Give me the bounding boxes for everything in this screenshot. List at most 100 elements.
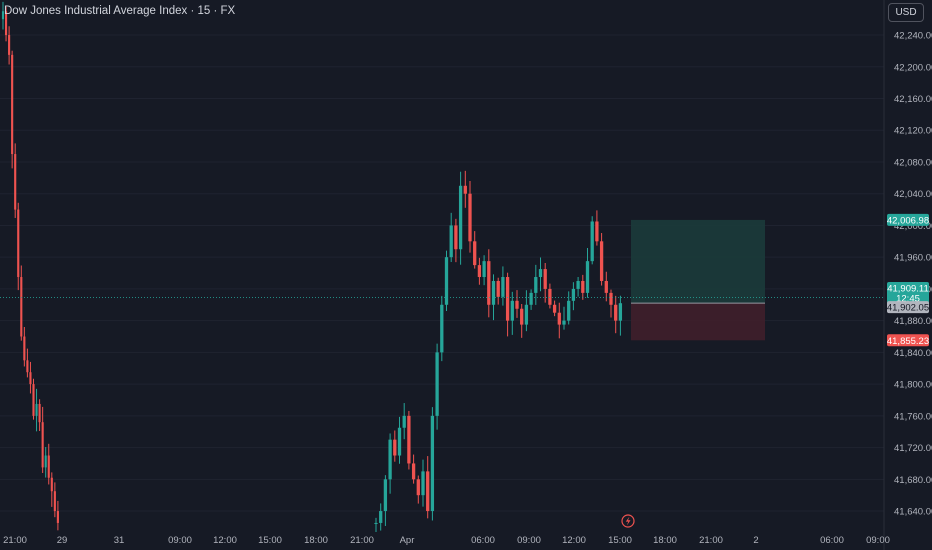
candle-body <box>29 372 32 385</box>
candle-body <box>505 277 510 321</box>
candle-body <box>571 288 576 301</box>
y-tick-label: 41,960.00 <box>894 253 932 264</box>
candle-body <box>482 261 486 278</box>
y-tick-label: 42,160.00 <box>894 94 932 105</box>
candle-body <box>562 320 566 325</box>
last-price-tag-label: 41,909.11 <box>887 284 929 295</box>
candle-body <box>32 384 35 416</box>
candle-body <box>581 280 585 293</box>
x-tick-label: 21:00 <box>3 535 27 546</box>
candle-body <box>383 479 388 512</box>
candle-body <box>440 304 444 353</box>
y-tick-label: 42,000.00 <box>894 221 932 232</box>
candle-body <box>41 422 44 468</box>
candle-body <box>595 221 599 242</box>
x-tick-label: 2 <box>753 535 758 546</box>
x-tick-label: 09:00 <box>866 535 890 546</box>
x-tick-label: 18:00 <box>653 535 677 546</box>
candle-body <box>444 257 449 305</box>
x-tick-label: 18:00 <box>304 535 328 546</box>
entry-tag <box>887 301 929 314</box>
candle-body <box>501 277 505 297</box>
candle-body <box>426 471 430 512</box>
x-tick-label: Apr <box>400 535 415 546</box>
lightning-icon[interactable] <box>621 514 635 528</box>
candle-body <box>590 221 594 262</box>
candle-body <box>529 292 533 305</box>
candle-body <box>618 303 623 321</box>
y-tick-label: 41,720.00 <box>894 443 932 454</box>
candle-body <box>20 277 23 337</box>
position-zones[interactable] <box>631 219 765 341</box>
candle-body <box>515 300 519 309</box>
candle-body <box>585 261 590 293</box>
x-tick-label: 12:00 <box>213 535 237 546</box>
x-tick-label: 31 <box>114 535 125 546</box>
x-tick-label: 09:00 <box>168 535 192 546</box>
y-tick-label: 41,880.00 <box>894 316 932 327</box>
candle-body <box>26 360 29 373</box>
profit-zone[interactable] <box>631 219 765 304</box>
x-tick-label: 21:00 <box>350 535 374 546</box>
x-tick-label: 12:00 <box>562 535 586 546</box>
y-tick-label: 41,760.00 <box>894 411 932 422</box>
candle-body <box>1 11 5 20</box>
candle-body <box>44 455 47 468</box>
candle-body <box>8 35 11 55</box>
candle-body <box>520 308 524 325</box>
x-tick-label: 15:00 <box>258 535 282 546</box>
candle-body <box>524 304 529 325</box>
candle-body <box>416 479 420 496</box>
candle-body <box>393 439 397 456</box>
candle-body <box>53 491 56 512</box>
candle-body <box>599 241 604 281</box>
candle-body <box>496 280 500 297</box>
take-profit-tag-label: 42,006.98 <box>887 215 929 226</box>
candle-body <box>458 185 463 250</box>
candle-body <box>567 300 571 321</box>
last-price-tag <box>887 282 929 304</box>
y-tick-label: 42,200.00 <box>894 62 932 73</box>
candle-body <box>487 261 491 305</box>
candle-body <box>604 280 608 293</box>
x-axis[interactable]: 21:00 29 31 09:00 12:00 15:00 18:00 21:00 Apr 06:… <box>3 535 890 546</box>
y-tick-label: 41,640.00 <box>894 507 932 518</box>
currency-button[interactable]: USD <box>888 3 924 22</box>
x-tick-label: 06:00 <box>820 535 844 546</box>
candle-body <box>538 269 543 278</box>
candle-body <box>397 427 402 456</box>
take-profit-tag <box>887 213 929 226</box>
candle-body <box>23 336 26 361</box>
candle-body <box>552 304 557 313</box>
candle-body <box>11 54 14 155</box>
y-tick-label: 42,120.00 <box>894 126 932 137</box>
y-tick-label: 42,240.00 <box>894 31 932 42</box>
candle-body <box>14 154 17 210</box>
candle-body <box>435 352 439 416</box>
x-tick-label: 09:00 <box>517 535 541 546</box>
candle-body <box>421 471 425 496</box>
y-tick-label: 42,080.00 <box>894 157 932 168</box>
stop-loss-tag <box>887 334 929 347</box>
candle-body <box>56 511 59 523</box>
candle-body <box>430 415 435 512</box>
candle-body <box>374 522 378 524</box>
candle-body <box>379 511 383 523</box>
chart-title: Dow Jones Industrial Average Index · 15 … <box>4 5 236 17</box>
loss-zone[interactable] <box>631 303 765 341</box>
candle-body <box>548 288 552 305</box>
candle-body <box>609 292 613 305</box>
y-tick-label: 41,680.00 <box>894 475 932 486</box>
candle-body <box>576 280 580 289</box>
candle-body <box>17 209 20 278</box>
candle-body <box>47 455 50 478</box>
y-tick-label: 41,840.00 <box>894 348 932 359</box>
timeline-marker[interactable] <box>621 514 635 528</box>
y-tick-label: 42,040.00 <box>894 189 932 200</box>
candle-body <box>477 265 482 278</box>
stop-loss-tag-label: 41,855.23 <box>887 336 929 347</box>
x-tick-label: 21:00 <box>699 535 723 546</box>
candle-body <box>454 225 458 250</box>
